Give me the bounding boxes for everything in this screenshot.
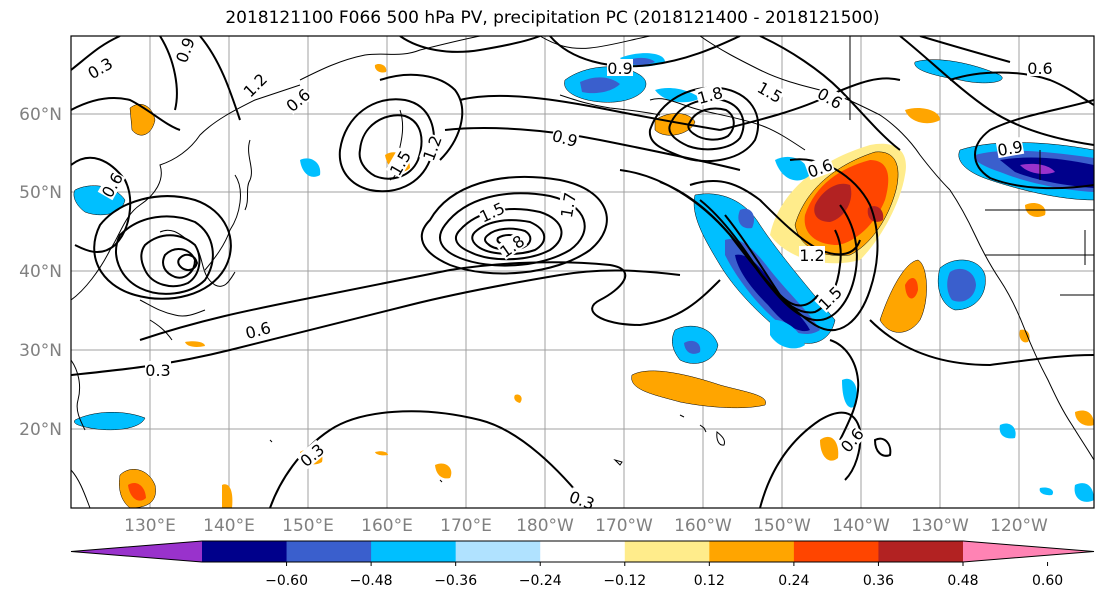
contour-label-background (754, 77, 786, 106)
contour-label-background (804, 155, 835, 180)
longitude-label: 140°E (203, 516, 255, 536)
colorbar-tick-label: 0.24 (778, 573, 809, 589)
longitude-label: 150°W (753, 516, 811, 536)
contour-label: 0.6 (1027, 59, 1052, 78)
contour-label-background (836, 424, 867, 456)
contour-label-background (1027, 59, 1053, 76)
latitude-label: 50°N (19, 183, 62, 203)
contour-label-background (556, 190, 579, 220)
longitude-label: 160°E (361, 516, 413, 536)
longitude-label: 180°W (516, 516, 574, 536)
contour-label-background (282, 84, 314, 115)
colorbar-segment (624, 541, 710, 562)
latitude-label: 60°N (19, 105, 62, 125)
colorbar-segment (286, 541, 372, 562)
contour-label-background (814, 282, 845, 313)
longitude-label: 150°E (282, 516, 334, 536)
contour-label-background (84, 53, 116, 82)
contour-label-background (814, 83, 846, 112)
map-title: 2018121100 F066 500 hPa PV, precipitatio… (225, 8, 880, 28)
contour-label-background (97, 169, 126, 201)
contour-label-background (496, 231, 528, 261)
colorbar-segment (202, 541, 288, 562)
colorbar-tick-label: −0.48 (350, 573, 393, 589)
contour-label: 0.9 (996, 137, 1024, 160)
contour-label-background (995, 136, 1025, 159)
colorbar-segment (540, 541, 626, 562)
colorbar-segment (793, 541, 879, 562)
map-frame (70, 35, 1095, 509)
colorbar-tick-label: 0.12 (694, 573, 725, 589)
contour-label-background (476, 198, 508, 225)
contour-label-background (419, 132, 444, 163)
contour-label: 1.2 (799, 246, 824, 265)
contour-label-background (550, 125, 580, 150)
pv-contours (71, 36, 1094, 508)
colorbar-tick-label: −0.12 (603, 573, 646, 589)
colorbar-segment (455, 541, 541, 562)
longitude-label: 170°E (440, 516, 492, 536)
longitude-label: 130°W (911, 516, 969, 536)
latitude-labels: 60°N 50°N 40°N 30°N 20°N (19, 105, 62, 440)
contour-label: 0.3 (145, 361, 170, 380)
colorbar-tick-label: −0.36 (434, 573, 477, 589)
contour-label-background (243, 317, 273, 342)
contour-label-background (239, 69, 270, 100)
colorbar-segment (963, 541, 1094, 562)
latitude-label: 30°N (19, 341, 62, 361)
colorbar-tick-label: 0.60 (1032, 573, 1063, 589)
contour-label: 0.9 (607, 59, 632, 78)
latitude-label: 40°N (19, 262, 62, 282)
longitude-labels: 130°E 140°E 150°E 160°E 170°E 180°W 170°W 160°W… (124, 516, 1048, 536)
contour-label-background (567, 487, 598, 508)
contour-label-background (799, 246, 825, 263)
contour-label-background (296, 439, 328, 470)
contour-label-background (385, 147, 414, 179)
colorbar-outline (70, 540, 1095, 563)
colorbar: −0.60 −0.48 −0.36 −0.24 −0.12 0.12 0.24 0.36 0.4… (70, 540, 1095, 589)
contour-label-background (607, 59, 633, 76)
colorbar-tick-label: −0.24 (519, 573, 562, 589)
colorbar-tick-label: −0.60 (265, 573, 308, 589)
contour-label-background (172, 36, 197, 65)
colorbar-tick-label: 0.48 (947, 573, 978, 589)
latitude-label: 20°N (19, 420, 62, 440)
contour-label: 0.3 (567, 487, 597, 514)
longitude-label: 160°W (674, 516, 732, 536)
colorbar-segment (709, 541, 795, 562)
longitude-label: 170°W (595, 516, 653, 536)
colorbar-segment (878, 541, 964, 562)
longitude-label: 140°W (832, 516, 890, 536)
colorbar-segment (371, 541, 457, 562)
longitude-label: 130°E (124, 516, 176, 536)
longitude-label: 120°W (990, 516, 1048, 536)
contour-label-background (145, 361, 171, 378)
contour-label-background (695, 82, 725, 107)
coastlines (71, 36, 1094, 508)
colorbar-tick-label: 0.36 (863, 573, 894, 589)
contour-label: 1.7 (557, 191, 580, 219)
colorbar-segment (71, 541, 202, 562)
